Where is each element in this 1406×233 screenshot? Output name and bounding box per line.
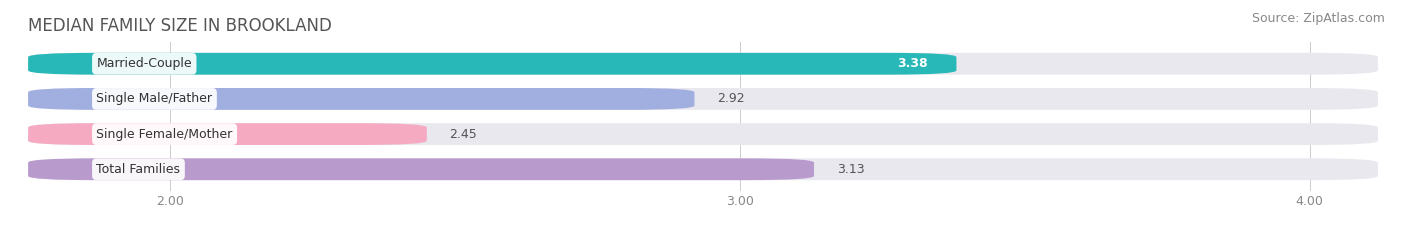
- FancyBboxPatch shape: [28, 88, 695, 110]
- Text: Married-Couple: Married-Couple: [97, 57, 193, 70]
- Text: 2.92: 2.92: [717, 93, 745, 105]
- FancyBboxPatch shape: [28, 158, 1378, 180]
- FancyBboxPatch shape: [28, 158, 814, 180]
- FancyBboxPatch shape: [28, 53, 956, 75]
- Text: Single Female/Mother: Single Female/Mother: [97, 128, 233, 140]
- Text: 3.13: 3.13: [837, 163, 865, 176]
- Text: 3.38: 3.38: [897, 57, 928, 70]
- Text: Source: ZipAtlas.com: Source: ZipAtlas.com: [1251, 12, 1385, 25]
- Text: 2.45: 2.45: [450, 128, 477, 140]
- Text: Total Families: Total Families: [97, 163, 180, 176]
- FancyBboxPatch shape: [28, 53, 1378, 75]
- FancyBboxPatch shape: [28, 88, 1378, 110]
- FancyBboxPatch shape: [28, 123, 427, 145]
- FancyBboxPatch shape: [28, 123, 1378, 145]
- Text: MEDIAN FAMILY SIZE IN BROOKLAND: MEDIAN FAMILY SIZE IN BROOKLAND: [28, 17, 332, 35]
- Text: Single Male/Father: Single Male/Father: [97, 93, 212, 105]
